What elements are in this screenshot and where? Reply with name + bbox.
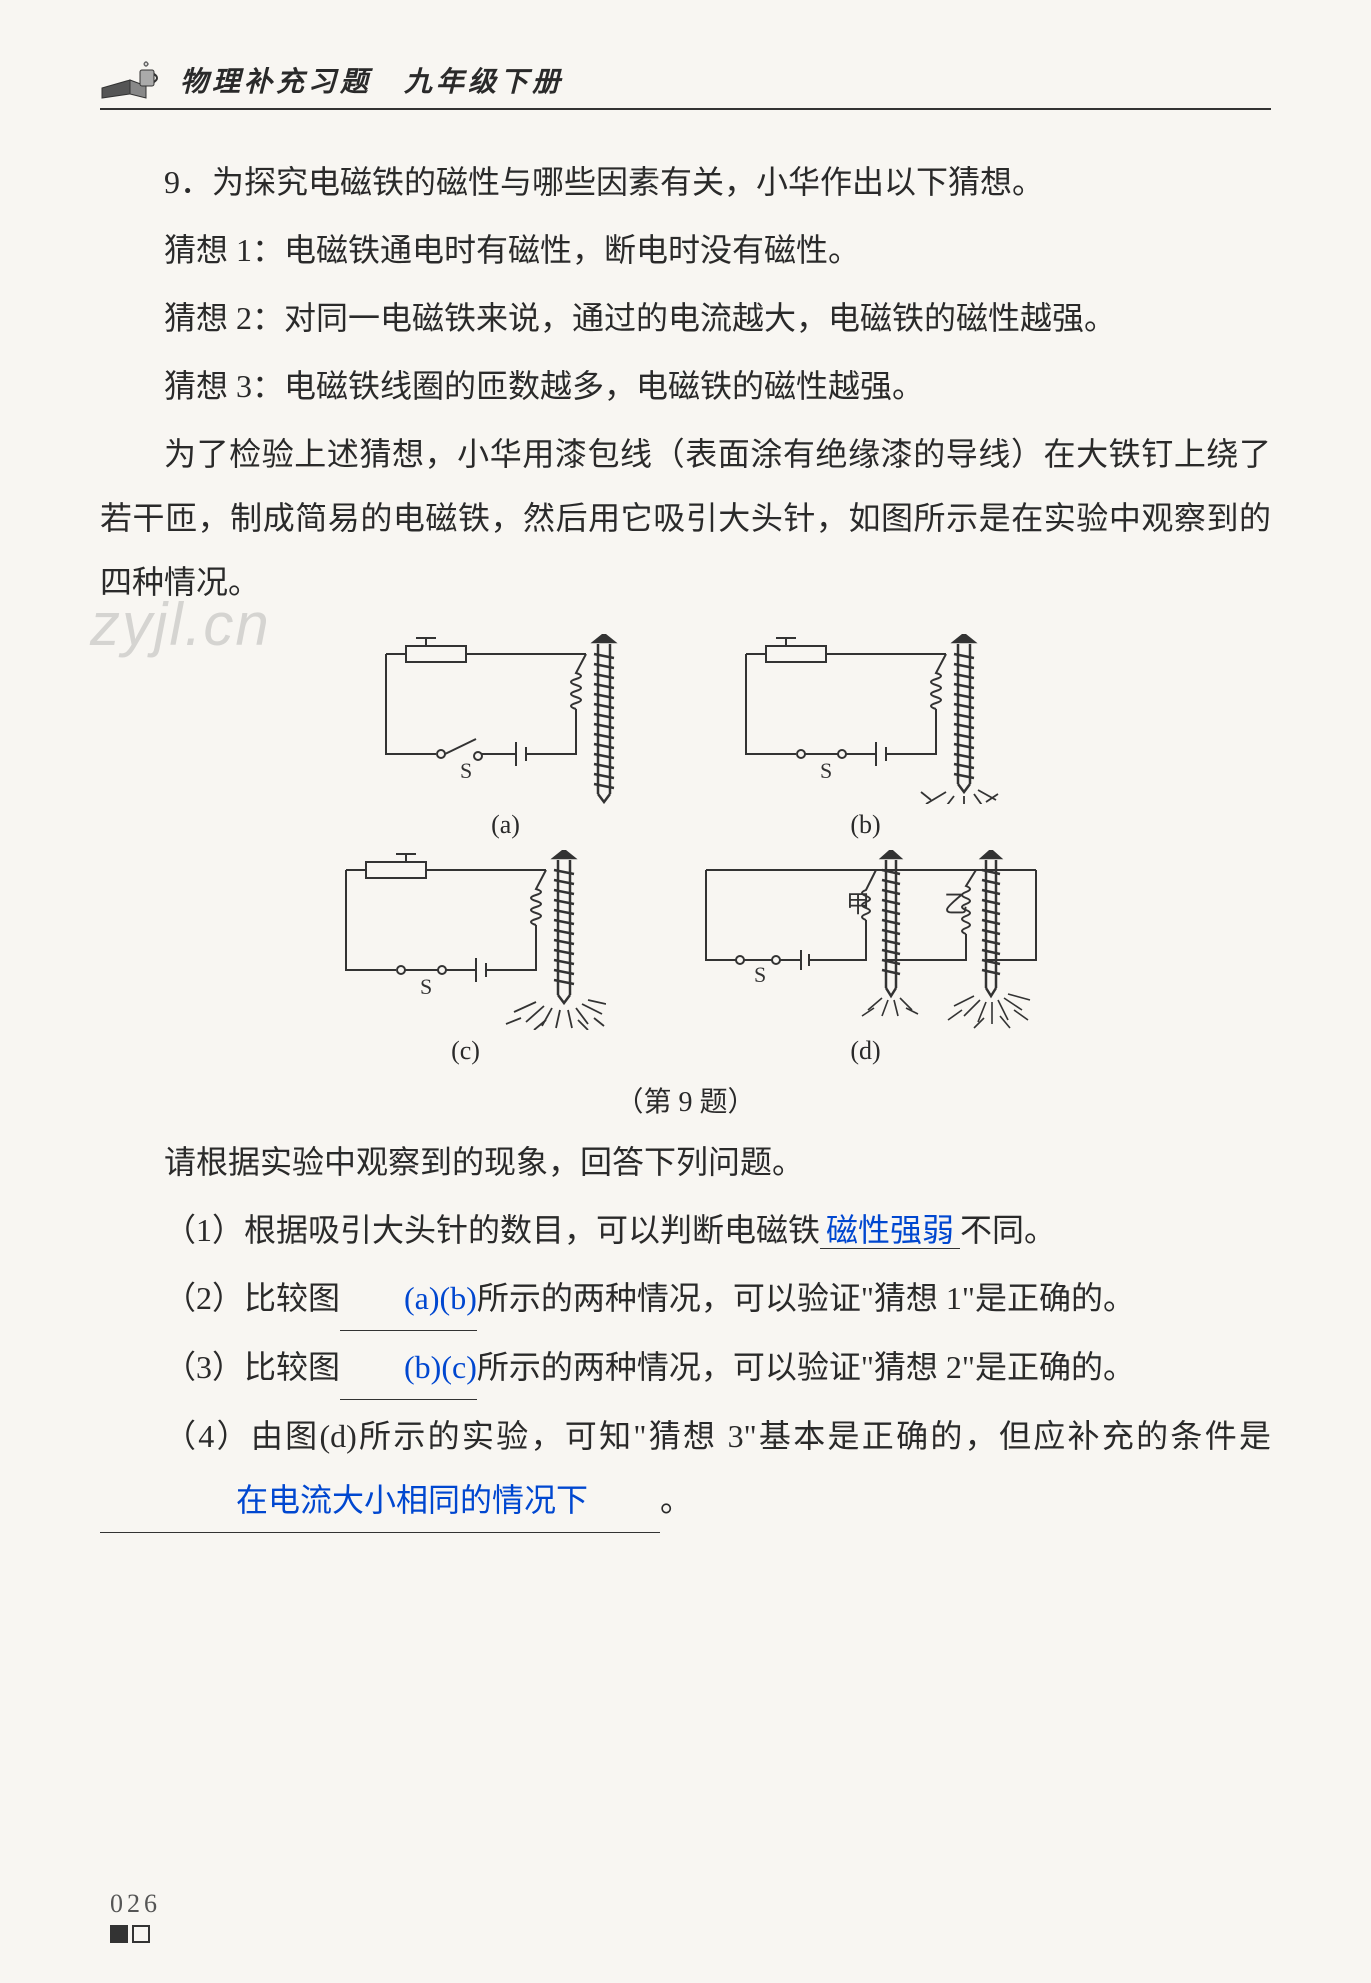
diagram-c: S (c) <box>326 850 606 1066</box>
question-4: （4）由图(d)所示的实验，可知"猜想 3"基本是正确的，但应补充的条件是在电流… <box>100 1404 1271 1533</box>
q1-answer: 磁性强弱 <box>820 1212 960 1249</box>
q4-answer: 在电流大小相同的情况下 <box>100 1468 660 1533</box>
q4-pre: （4）由图(d)所示的实验，可知"猜想 3"基本是正确的，但应补充的条件是 <box>164 1418 1271 1454</box>
questions-block: 请根据实验中观察到的现象，回答下列问题。 （1）根据吸引大头针的数目，可以判断电… <box>100 1130 1271 1533</box>
coil-label-jia: 甲 <box>846 892 870 918</box>
header-title: 物理补充习题 九年级下册 <box>180 60 564 100</box>
book-cup-icon <box>100 60 160 100</box>
circuit-b-svg: S <box>726 634 1006 804</box>
caption-b: (b) <box>850 810 880 840</box>
q1-pre: （1）根据吸引大头针的数目，可以判断电磁铁 <box>164 1212 820 1248</box>
diagram-row-2: S (c) <box>326 850 1046 1066</box>
q2-answer: (a)(b) <box>340 1266 477 1331</box>
question-3: （3）比较图(b)(c)所示的两种情况，可以验证"猜想 2"是正确的。 <box>100 1335 1271 1400</box>
question-body: 9．为探究电磁铁的磁性与哪些因素有关，小华作出以下猜想。 猜想 1：电磁铁通电时… <box>100 150 1271 614</box>
circuit-diagrams: S (a) <box>100 634 1271 1120</box>
q3-answer: (b)(c) <box>340 1335 477 1400</box>
switch-label-a: S <box>460 758 472 783</box>
q1-post: 不同。 <box>960 1212 1056 1248</box>
diagram-b: S (b) <box>726 634 1006 840</box>
diagram-row-1: S (a) <box>366 634 1006 840</box>
caption-d: (d) <box>850 1036 880 1066</box>
coil-label-yi: 乙 <box>944 892 968 918</box>
q4-post: 。 <box>660 1482 692 1518</box>
question-1: （1）根据吸引大头针的数目，可以判断电磁铁磁性强弱不同。 <box>100 1198 1271 1262</box>
guess-1: 猜想 1：电磁铁通电时有磁性，断电时没有磁性。 <box>100 218 1271 282</box>
page-header: 物理补充习题 九年级下册 <box>100 60 1271 110</box>
question-2: （2）比较图(a)(b)所示的两种情况，可以验证"猜想 1"是正确的。 <box>100 1266 1271 1331</box>
square-filled-icon <box>110 1925 128 1943</box>
figure-caption: （第 9 题） <box>615 1080 755 1120</box>
caption-c: (c) <box>451 1036 480 1066</box>
guess-3: 猜想 3：电磁铁线圈的匝数越多，电磁铁的磁性越强。 <box>100 354 1271 418</box>
q2-pre: （2）比较图 <box>164 1280 340 1316</box>
q3-pre: （3）比较图 <box>164 1349 340 1385</box>
questions-lead: 请根据实验中观察到的现象，回答下列问题。 <box>100 1130 1271 1194</box>
setup-text: 为了检验上述猜想，小华用漆包线（表面涂有绝缘漆的导线）在大铁钉上绕了若干匝，制成… <box>100 422 1271 614</box>
circuit-c-svg: S <box>326 850 606 1030</box>
diagram-a: S (a) <box>366 634 646 840</box>
square-outline-icon <box>132 1925 150 1943</box>
page-footer: 026 <box>110 1889 161 1943</box>
guess-2: 猜想 2：对同一电磁铁来说，通过的电流越大，电磁铁的磁性越强。 <box>100 286 1271 350</box>
q3-mid: 所示的两种情况，可以验证"猜想 2"是正确的。 <box>477 1349 1135 1385</box>
q9-intro: 9．为探究电磁铁的磁性与哪些因素有关，小华作出以下猜想。 <box>100 150 1271 214</box>
page-number: 026 <box>110 1889 161 1919</box>
caption-a: (a) <box>491 810 520 840</box>
footer-squares <box>110 1925 161 1943</box>
q2-mid: 所示的两种情况，可以验证"猜想 1"是正确的。 <box>477 1280 1135 1316</box>
diagram-d: S 甲 乙 (d) <box>686 850 1046 1066</box>
switch-label-d: S <box>754 962 766 987</box>
switch-label-c: S <box>420 974 432 999</box>
switch-label-b: S <box>820 758 832 783</box>
circuit-a-svg: S <box>366 634 646 804</box>
circuit-d-svg: S 甲 乙 <box>686 850 1046 1030</box>
